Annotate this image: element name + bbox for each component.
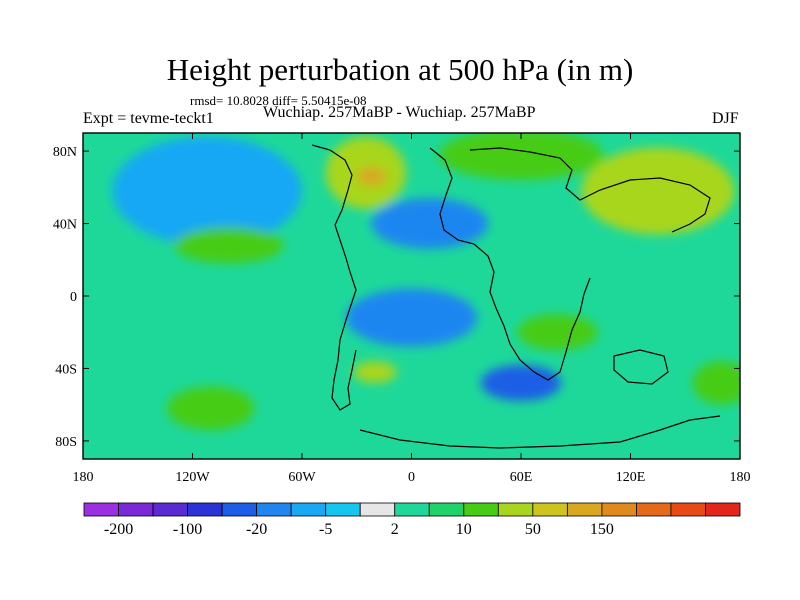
colorbar-swatch bbox=[601, 502, 637, 517]
colorbar-swatch bbox=[187, 502, 223, 517]
comparison-label: Wuchiap. 257MaBP - Wuchiap. 257MaBP bbox=[263, 104, 536, 121]
colorbar-label: 10 bbox=[456, 521, 472, 538]
feature-greenland-high-core bbox=[356, 167, 386, 186]
colorbar-label: -100 bbox=[173, 521, 202, 538]
colorbar-label: -5 bbox=[319, 521, 332, 538]
colorbar-swatch bbox=[290, 502, 327, 517]
rmsd-label: rmsd= 10.8028 diff= 5.50415e-08 bbox=[190, 93, 367, 108]
x-tick-label: 180 bbox=[730, 470, 751, 485]
x-tick-label: 60E bbox=[510, 470, 533, 485]
feature-south-pacific-high bbox=[166, 386, 255, 431]
x-tick-label: 120E bbox=[616, 470, 646, 485]
y-tick-label: 40S bbox=[55, 362, 77, 377]
feature-equatorial-low bbox=[345, 288, 478, 347]
x-tick-label: 60W bbox=[288, 470, 316, 485]
experiment-label: Expt = tevme-teckt1 bbox=[83, 110, 214, 127]
feature-east-asia-high bbox=[581, 147, 735, 235]
colorbar-swatch bbox=[636, 502, 672, 517]
colorbar-label: -200 bbox=[104, 521, 133, 538]
y-tick-label: 80S bbox=[55, 435, 77, 450]
colorbar-swatch bbox=[118, 502, 154, 517]
feature-north-pacific-low-outer bbox=[112, 136, 302, 246]
colorbar: -200 -100 -20 -5 2 10 50 150 bbox=[83, 502, 741, 538]
x-tick-label: 180 bbox=[73, 470, 94, 485]
coastline-antarctica bbox=[359, 415, 721, 449]
feature-north-atlantic-low bbox=[371, 198, 489, 249]
coastline-asia bbox=[469, 147, 711, 233]
coastline-australia bbox=[613, 349, 669, 385]
coastlines bbox=[311, 144, 721, 449]
colorbar-swatch bbox=[497, 502, 534, 517]
colorbar-label: 2 bbox=[391, 521, 399, 538]
x-tick-label: 120W bbox=[175, 470, 210, 485]
feature-southeast-pacific-high bbox=[692, 361, 740, 405]
colorbar-label: 150 bbox=[590, 521, 614, 538]
feature-arctic-high-east bbox=[438, 133, 604, 181]
colorbar-label: 50 bbox=[525, 521, 541, 538]
y-tick-label: 80N bbox=[53, 145, 77, 160]
colorbar-swatch bbox=[532, 502, 568, 517]
contour-field bbox=[83, 133, 740, 459]
colorbar-swatch bbox=[83, 502, 119, 517]
plot-frame bbox=[82, 132, 741, 460]
colorbar-swatch bbox=[463, 502, 499, 517]
colorbar-swatch bbox=[394, 502, 430, 517]
colorbar-swatch bbox=[325, 502, 361, 517]
y-tick-label: 40N bbox=[53, 218, 77, 233]
x-axis-ticks: 180 120W 60W 0 60E 120E 180 bbox=[73, 133, 751, 485]
colorbar-swatch bbox=[670, 502, 706, 517]
coastline-americas bbox=[311, 144, 357, 411]
feature-southern-indian-low bbox=[480, 364, 562, 402]
y-axis-ticks: 80N 40N 0 40S 80S bbox=[53, 145, 740, 450]
colorbar-swatch bbox=[705, 502, 741, 517]
colorbar-swatch bbox=[152, 502, 188, 517]
colorbar-swatch bbox=[221, 502, 258, 517]
feature-south-atlantic-high bbox=[353, 361, 397, 383]
chart-title: Height perturbation at 500 hPa (in m) bbox=[166, 52, 634, 87]
colorbar-label: -20 bbox=[246, 521, 267, 538]
y-tick-label: 0 bbox=[70, 290, 77, 305]
colorbar-swatch bbox=[428, 502, 465, 517]
colorbar-swatch bbox=[256, 502, 292, 517]
x-tick-label: 0 bbox=[408, 470, 415, 485]
season-label: DJF bbox=[712, 110, 739, 127]
feature-tropical-pacific-high bbox=[174, 227, 284, 264]
coastline-eurasia-africa bbox=[429, 147, 591, 381]
colorbar-swatch bbox=[566, 502, 603, 517]
feature-indian-ocean-high bbox=[517, 314, 598, 351]
colorbar-swatch bbox=[359, 502, 396, 517]
